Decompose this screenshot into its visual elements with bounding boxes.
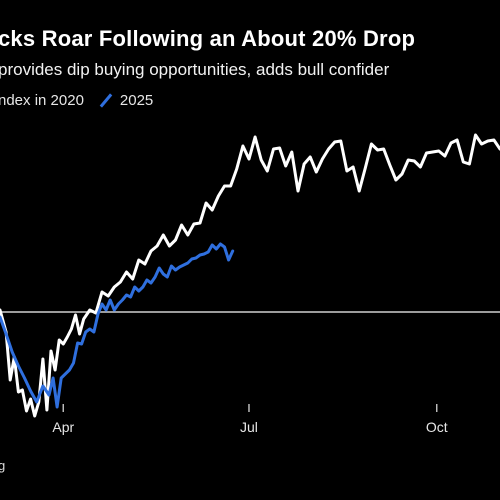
x-tick-label-jul: Jul	[240, 419, 258, 435]
x-tick-label-apr: Apr	[52, 419, 74, 435]
legend-label-2025: 2025	[119, 92, 154, 109]
x-tick-label-oct: Oct	[426, 419, 448, 435]
chart-source: g	[0, 458, 6, 473]
chart-subtitle: provides dip buying opportunities, adds …	[0, 60, 390, 79]
chart-legend: ndex in 2020 2025	[0, 92, 153, 109]
series-line-2025	[0, 242, 235, 409]
series-line-2020	[0, 133, 500, 418]
legend-label-2020: ndex in 2020	[0, 92, 84, 109]
chart-title: cks Roar Following an About 20% Drop	[0, 26, 416, 51]
